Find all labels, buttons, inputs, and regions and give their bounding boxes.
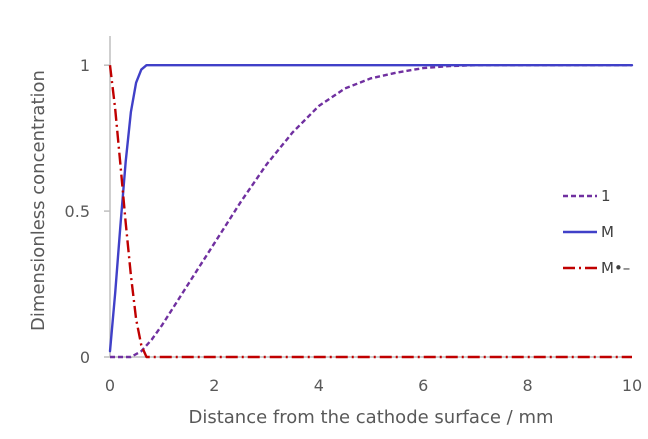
y-tick-label: 1	[80, 56, 90, 75]
axes	[109, 36, 632, 358]
y-tick-labels: 00.51	[65, 56, 110, 367]
legend: 1 M M•–	[563, 187, 630, 277]
series-line-2	[108, 65, 632, 359]
x-tick-label: 0	[105, 376, 115, 395]
legend-label-1: M	[601, 223, 614, 241]
legend-label-2: M•–	[601, 259, 630, 277]
x-tick-label: 10	[622, 376, 642, 395]
x-axis-title: Distance from the cathode surface / mm	[188, 407, 553, 428]
series-line-0	[110, 64, 632, 359]
series-line-1	[108, 64, 634, 353]
x-tick-label: 6	[418, 376, 428, 395]
y-tick-label: 0.5	[65, 202, 90, 221]
x-tick-labels: 0 2 4 6 8 10	[105, 376, 642, 395]
legend-label-0: 1	[601, 187, 611, 205]
x-tick-label: 4	[314, 376, 324, 395]
series-layer	[108, 64, 634, 359]
x-tick-label: 8	[523, 376, 533, 395]
y-axis-title: Dimensionless concentration	[28, 70, 49, 331]
y-tick-label: 0	[80, 348, 90, 367]
x-tick-label: 2	[209, 376, 219, 395]
